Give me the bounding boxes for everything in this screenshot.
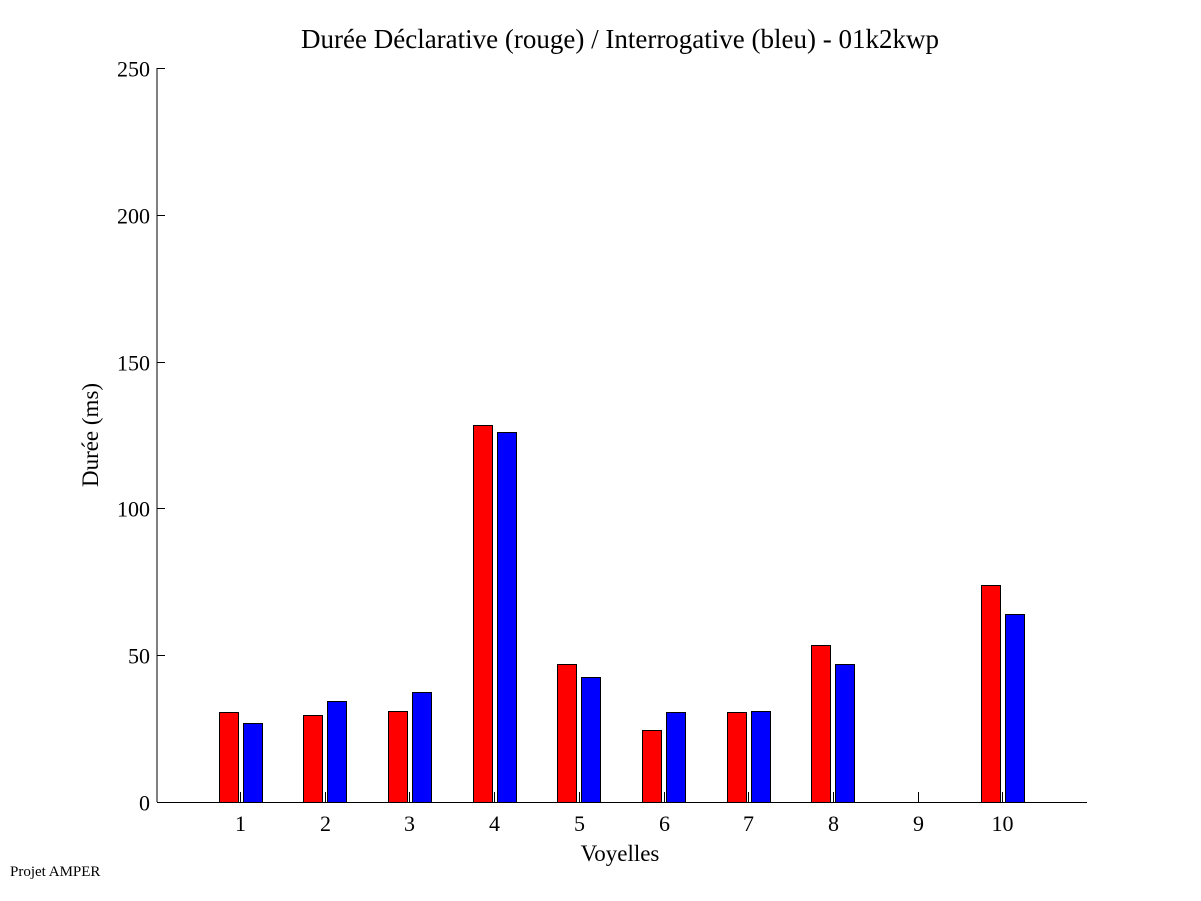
x-axis: 1 2 3 4 5 6 7 8 9 10: [157, 792, 1087, 836]
x-tick-label: 6: [659, 811, 670, 836]
bar-interrogative: [412, 692, 432, 803]
bar-interrogative: [243, 723, 263, 803]
bar-declarative: [727, 712, 747, 803]
bar-declarative: [473, 425, 493, 803]
x-tick-label: 1: [235, 811, 246, 836]
bar-declarative: [811, 645, 831, 803]
bar-declarative: [557, 664, 577, 803]
x-tick-label: 3: [404, 811, 415, 836]
x-tick-label: 2: [320, 811, 331, 836]
y-tick-label: 150: [117, 351, 150, 376]
x-tick-label: 8: [828, 811, 839, 836]
y-axis-label: Durée (ms): [78, 383, 103, 487]
x-axis-label: Voyelles: [581, 841, 660, 866]
y-tick-label: 250: [117, 57, 150, 82]
y-tick-label: 50: [128, 644, 150, 669]
bar-interrogative: [497, 432, 517, 803]
bar-interrogative: [751, 711, 771, 803]
bar-declarative: [388, 711, 408, 803]
x-tick-label: 10: [992, 811, 1014, 836]
x-tick-label: 5: [574, 811, 585, 836]
chart-title: Durée Déclarative (rouge) / Interrogativ…: [301, 24, 939, 54]
y-axis: 0 50 100 150 200 250: [117, 57, 165, 816]
bar-declarative: [642, 730, 662, 803]
x-tick-label: 4: [489, 811, 500, 836]
bar-declarative: [303, 715, 323, 803]
bar-interrogative: [581, 677, 601, 803]
bar-interrogative: [835, 664, 855, 803]
y-tick-label: 0: [139, 791, 150, 816]
bar-interrogative: [666, 712, 686, 803]
footer-credit: Projet AMPER: [10, 864, 101, 880]
bar-interrogative: [327, 701, 347, 803]
bar-declarative: [219, 712, 239, 803]
bar-interrogative: [1005, 614, 1025, 803]
x-tick-label: 7: [743, 811, 754, 836]
y-tick-label: 200: [117, 204, 150, 229]
bars: [219, 425, 1025, 803]
x-tick-label: 9: [913, 811, 924, 836]
bar-declarative: [981, 585, 1001, 803]
y-tick-label: 100: [117, 497, 150, 522]
